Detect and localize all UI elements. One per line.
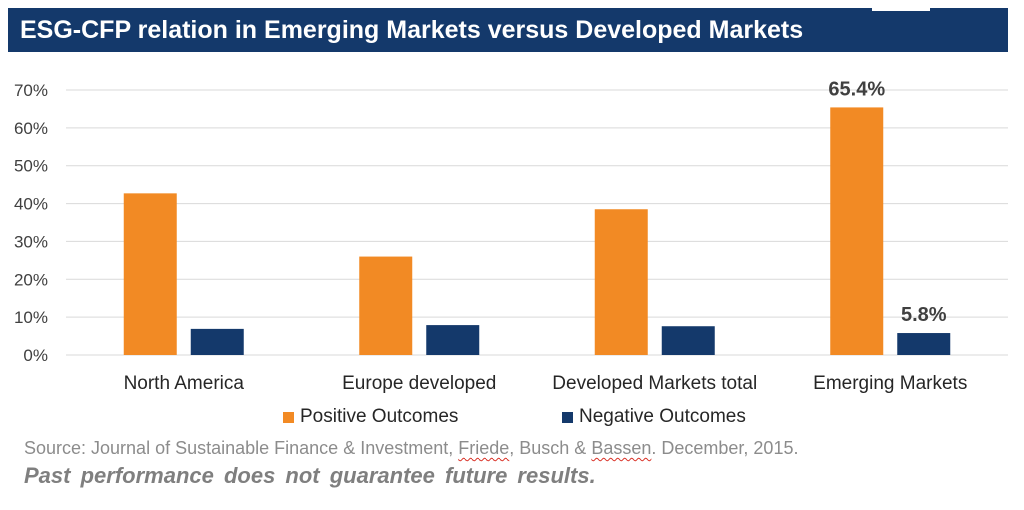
category-label: Developed Markets total <box>552 373 757 394</box>
source-mid: , Busch & <box>509 438 592 458</box>
legend-item-positive: Positive Outcomes <box>283 406 458 428</box>
bars <box>123 107 951 356</box>
y-tick-label: 60% <box>14 119 48 138</box>
legend-swatch-positive <box>283 411 294 423</box>
y-tick-label: 30% <box>14 232 48 251</box>
data-labels: 65.4% 5.8% <box>828 78 946 326</box>
category-labels: North America Europe developed Developed M… <box>124 373 968 394</box>
source-citation: Source: Journal of Sustainable Finance &… <box>24 438 798 459</box>
source-author-friede: Friede <box>458 438 510 458</box>
bar-chart: 0% 10% 20% 30% 40% 50% 60% 70% 65.4% 5.8% North … <box>14 78 1008 394</box>
bar-negative <box>426 325 480 355</box>
y-tick-label: 40% <box>14 195 48 214</box>
y-tick-label: 20% <box>14 270 48 289</box>
bar-positive <box>123 193 177 355</box>
bar-negative <box>897 333 951 355</box>
y-tick-label: 10% <box>14 308 48 327</box>
category-label: Europe developed <box>342 373 496 394</box>
bar-negative <box>190 328 244 355</box>
legend-swatch-negative <box>562 411 573 423</box>
legend: Positive Outcomes Negative Outcomes <box>0 406 1024 430</box>
category-label: Emerging Markets <box>813 373 967 394</box>
source-author-bassen: Bassen <box>591 438 652 458</box>
bar-positive <box>359 256 413 355</box>
chart-title: ESG-CFP relation in Emerging Markets ver… <box>20 15 804 44</box>
disclaimer: Past performance does not guarantee futu… <box>24 463 596 488</box>
bar-negative <box>661 326 715 355</box>
legend-label-positive: Positive Outcomes <box>300 406 459 427</box>
y-tick-label: 0% <box>23 346 48 365</box>
bar-positive <box>594 209 648 355</box>
bar-positive <box>830 107 884 356</box>
y-tick-label: 70% <box>14 81 48 100</box>
category-label: North America <box>124 373 245 394</box>
source-prefix: Source: Journal of Sustainable Finance &… <box>24 438 459 458</box>
title-bar-notch <box>872 8 930 11</box>
data-label: 65.4% <box>828 78 885 100</box>
legend-label-negative: Negative Outcomes <box>579 406 746 427</box>
data-label: 5.8% <box>901 304 947 326</box>
source-suffix: . December, 2015. <box>651 438 799 458</box>
legend-item-negative: Negative Outcomes <box>562 406 746 428</box>
y-axis-tick-labels: 0% 10% 20% 30% 40% 50% 60% 70% <box>14 81 48 365</box>
y-tick-label: 50% <box>14 157 48 176</box>
title-bar: ESG-CFP relation in Emerging Markets ver… <box>8 8 1008 52</box>
